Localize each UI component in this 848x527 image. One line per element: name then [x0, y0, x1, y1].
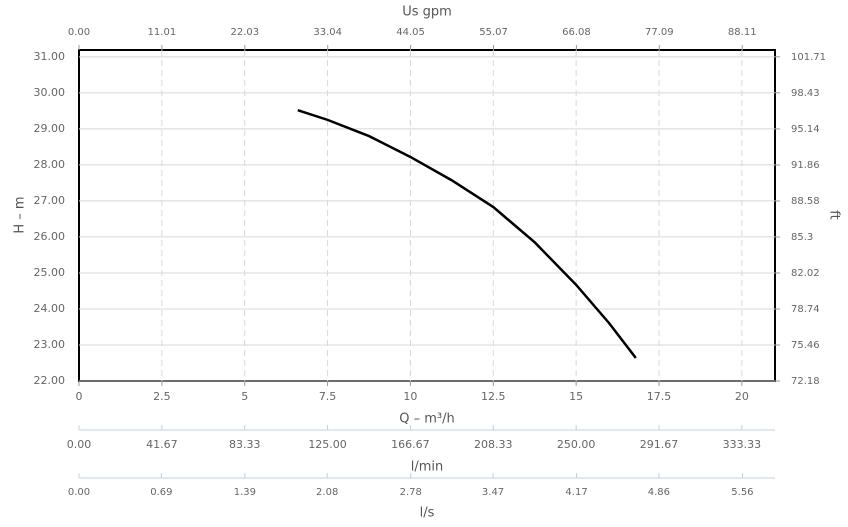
y2-tick-label: 91.86 — [791, 160, 820, 171]
y-tick-label: 23.00 — [34, 338, 66, 351]
x-axis-title: Q – m³/h — [399, 412, 455, 427]
y2-axis-title: ft — [827, 210, 842, 219]
bottom-tick-label: 2.78 — [400, 487, 422, 498]
y2-tick-label: 75.46 — [791, 340, 820, 351]
y-tick-label: 30.00 — [34, 86, 66, 99]
bottom-tick-label: 0.69 — [150, 487, 172, 498]
bottom-tick-label: 250.00 — [557, 438, 596, 451]
y2-tick-label: 88.58 — [791, 196, 820, 207]
top-tick-label: 33.04 — [313, 27, 342, 38]
bottom-tick-label: 333.33 — [723, 438, 762, 451]
top-tick-label: 55.07 — [479, 27, 508, 38]
y-tick-label: 27.00 — [34, 194, 66, 207]
bottom-axis-title: l/min — [411, 460, 444, 475]
top-tick-label: 44.05 — [396, 27, 425, 38]
x-tick-label: 5 — [241, 390, 248, 403]
x-tick-label: 7.5 — [319, 390, 337, 403]
y-tick-label: 28.00 — [34, 158, 66, 171]
top-tick-label: 88.11 — [728, 27, 757, 38]
y2-tick-label: 98.43 — [791, 88, 820, 99]
bottom-tick-label: 1.39 — [234, 487, 256, 498]
x-tick-label: 20 — [735, 390, 749, 403]
y2-tick-label: 85.3 — [791, 232, 813, 243]
bottom-tick-label: 0.00 — [68, 487, 90, 498]
top-axis-title: Us gpm — [402, 5, 452, 20]
bottom-tick-label: 125.00 — [308, 438, 347, 451]
bottom-tick-label: 4.86 — [648, 487, 670, 498]
top-tick-label: 66.08 — [562, 27, 591, 38]
x-tick-label: 2.5 — [153, 390, 171, 403]
bottom-tick-label: 2.08 — [316, 487, 338, 498]
bottom-tick-label: 291.67 — [640, 438, 679, 451]
y-tick-label: 29.00 — [34, 122, 66, 135]
y-tick-label: 24.00 — [34, 302, 66, 315]
x-tick-label: 0 — [76, 390, 83, 403]
bottom-tick-label: 3.47 — [482, 487, 504, 498]
bottom-tick-label: 166.67 — [391, 438, 430, 451]
top-tick-label: 11.01 — [148, 27, 177, 38]
y2-tick-label: 95.14 — [791, 124, 820, 135]
x-tick-label: 12.5 — [481, 390, 506, 403]
curve — [297, 108, 637, 359]
bottom-tick-label: 4.17 — [565, 487, 587, 498]
y-tick-label: 25.00 — [34, 266, 66, 279]
bottom-tick-label: 83.33 — [229, 438, 261, 451]
y-tick-label: 26.00 — [34, 230, 66, 243]
y-axis-title: H – m — [13, 196, 28, 233]
top-tick-label: 77.09 — [645, 27, 674, 38]
y2-tick-label: 78.74 — [791, 304, 820, 315]
plot-frame — [78, 49, 776, 382]
x-tick-label: 15 — [569, 390, 583, 403]
y2-tick-label: 101.71 — [791, 52, 826, 63]
top-tick-label: 22.03 — [231, 27, 260, 38]
bottom-tick-label: 208.33 — [474, 438, 513, 451]
top-tick-label: 0.00 — [68, 27, 90, 38]
x-tick-label: 10 — [403, 390, 417, 403]
y-tick-label: 31.00 — [34, 50, 66, 63]
x-tick-label: 17.5 — [647, 390, 672, 403]
bottom-tick-label: 41.67 — [146, 438, 178, 451]
bottom-tick-label: 0.00 — [67, 438, 92, 451]
y2-tick-label: 82.02 — [791, 268, 820, 279]
y2-tick-label: 72.18 — [791, 376, 820, 387]
y-tick-label: 22.00 — [34, 374, 66, 387]
bottom-axis-title: l/s — [420, 506, 435, 521]
bottom-tick-label: 5.56 — [731, 487, 753, 498]
